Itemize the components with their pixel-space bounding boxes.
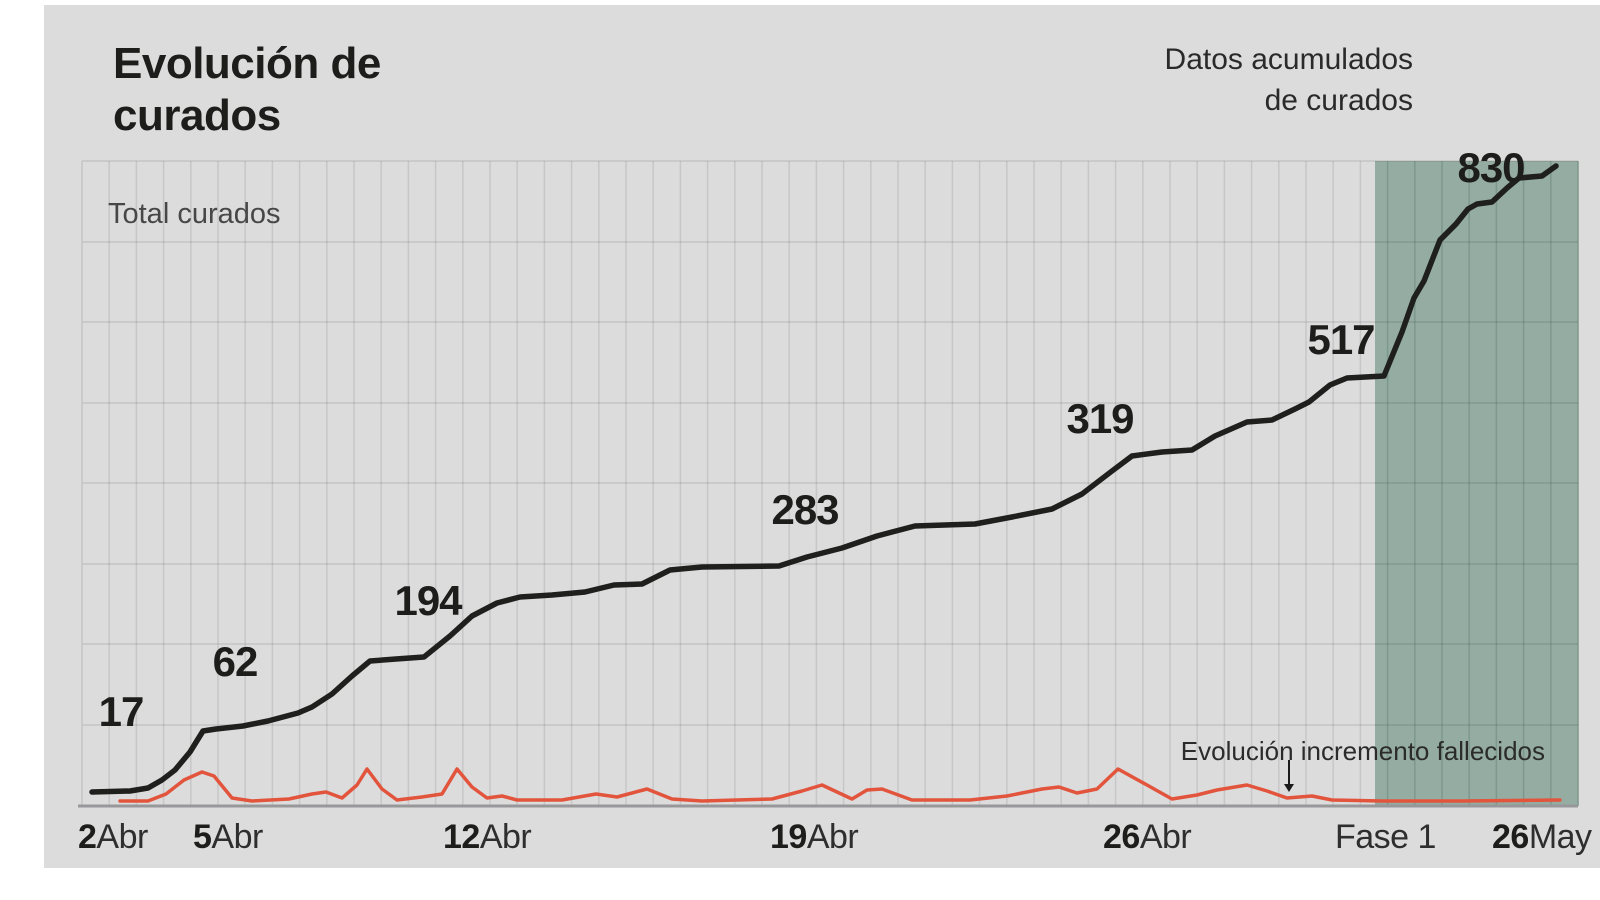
curados-line bbox=[89, 163, 1559, 795]
x-tick-day: 2 bbox=[78, 818, 97, 856]
x-tick-5abr: 5Abr bbox=[193, 818, 263, 857]
x-tick-2abr: 2Abr bbox=[78, 818, 148, 857]
x-tick-month: Fase 1 bbox=[1335, 818, 1436, 856]
value-label-62: 62 bbox=[212, 638, 259, 685]
x-tick-day: 5 bbox=[193, 818, 212, 856]
x-tick-month: Abr bbox=[806, 818, 859, 856]
chart-background-panel bbox=[44, 5, 1600, 868]
value-label-830: 830 bbox=[1457, 144, 1525, 191]
chart-subtitle: Datos acumulados de curados bbox=[1165, 40, 1413, 121]
x-tick-day: 19 bbox=[770, 818, 807, 856]
value-label-283: 283 bbox=[771, 486, 839, 533]
x-tick-day: 26 bbox=[1492, 818, 1529, 856]
x-tick-fase-1: Fase 1 bbox=[1335, 818, 1436, 857]
series-label-total-curados: Total curados bbox=[108, 198, 281, 230]
value-label-17: 17 bbox=[98, 688, 145, 735]
x-tick-26may: 26May bbox=[1492, 818, 1592, 857]
value-label-517: 517 bbox=[1307, 316, 1375, 363]
value-label-319: 319 bbox=[1066, 395, 1134, 442]
chart-subtitle-line2: de curados bbox=[1264, 83, 1413, 117]
fase1-highlight-region bbox=[1375, 161, 1578, 806]
value-label-194: 194 bbox=[394, 577, 462, 624]
x-tick-day: 26 bbox=[1103, 818, 1140, 856]
annotation-arrow-head bbox=[1284, 784, 1294, 792]
x-tick-19abr: 19Abr bbox=[770, 818, 859, 857]
fallecidos-line bbox=[118, 767, 1562, 803]
x-tick-12abr: 12Abr bbox=[443, 818, 532, 857]
x-tick-month: Abr bbox=[96, 818, 148, 856]
x-tick-month: May bbox=[1528, 818, 1592, 856]
chart-title: Evolución de curados bbox=[113, 38, 381, 142]
chart-title-line1: Evolución de bbox=[113, 39, 381, 88]
chart-title-line2: curados bbox=[113, 90, 281, 140]
x-tick-month: Abr bbox=[211, 818, 263, 856]
x-tick-26abr: 26Abr bbox=[1103, 818, 1192, 857]
x-tick-day: 12 bbox=[443, 818, 480, 856]
x-tick-month: Abr bbox=[1139, 818, 1192, 856]
annotation-fallecidos: Evolución incremento fallecidos bbox=[1180, 736, 1545, 766]
chart-subtitle-line1: Datos acumulados bbox=[1164, 43, 1413, 76]
x-tick-month: Abr bbox=[479, 818, 532, 856]
